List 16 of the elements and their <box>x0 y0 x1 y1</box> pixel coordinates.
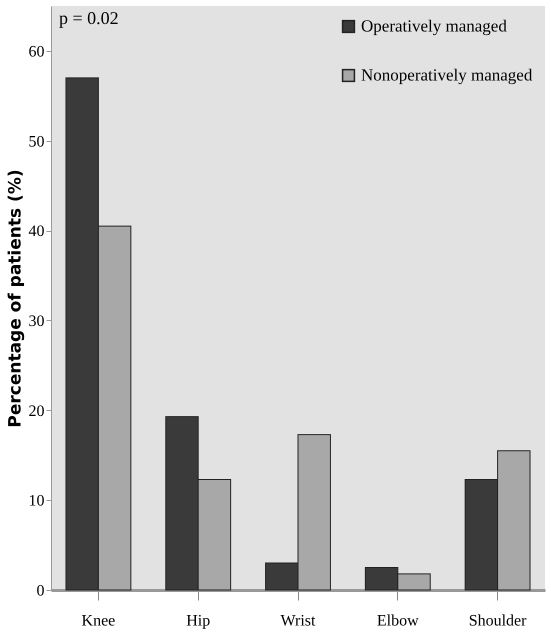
y-tick-label: 10 <box>28 492 44 510</box>
x-tick-label: Wrist <box>280 612 316 630</box>
x-tick-label: Shoulder <box>468 612 528 630</box>
y-tick-label: 30 <box>28 312 44 330</box>
y-tick-label: 60 <box>28 43 44 60</box>
x-tick-label: Knee <box>82 612 116 630</box>
y-axis-title: Percentage of patients (%) <box>6 169 26 428</box>
x-tick-label: Hip <box>186 612 210 630</box>
y-tick-label: 50 <box>28 133 44 150</box>
x-tick-label: Elbow <box>376 612 420 630</box>
y-tick-label: 20 <box>28 402 44 420</box>
legend-label: Nonoperatively managed <box>361 66 533 84</box>
annotation: p = 0.02 <box>59 8 119 28</box>
y-tick-label: 0 <box>36 582 44 600</box>
legend-label: Operatively managed <box>361 16 508 36</box>
y-tick-label: 40 <box>28 223 44 240</box>
